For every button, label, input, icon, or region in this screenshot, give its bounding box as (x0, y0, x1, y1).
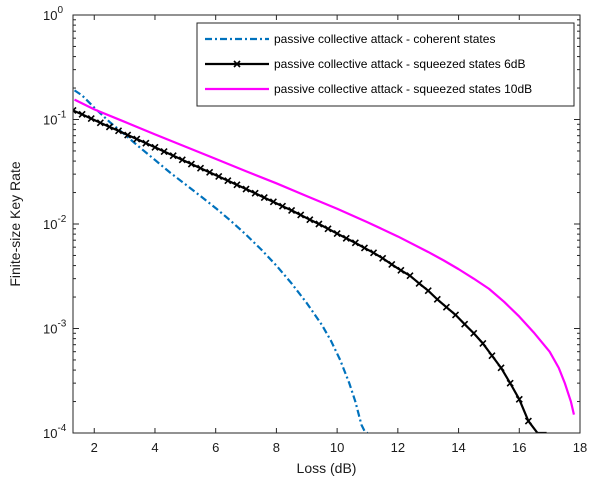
series-2-marker (297, 211, 305, 219)
series-2-marker (133, 135, 141, 143)
series-2-marker (242, 185, 250, 193)
series-2-marker (388, 260, 396, 269)
series-2-marker (488, 352, 496, 360)
y-tick-label: 10-4 (43, 423, 67, 441)
series-2-marker (278, 202, 287, 210)
series-2-marker (169, 152, 177, 160)
series-2-marker (360, 244, 369, 252)
series-2-marker (451, 311, 460, 319)
series-2-marker (424, 287, 432, 295)
series-2-marker (515, 395, 523, 403)
series-2-marker (333, 229, 341, 238)
series-layer (73, 89, 576, 433)
series-2-marker (306, 216, 314, 224)
series-2-marker (442, 303, 450, 311)
x-tick-label: 18 (573, 440, 587, 455)
series-2-marker (206, 168, 214, 176)
legend-label-1: passive collective attack - coherent sta… (274, 32, 495, 46)
x-axis-label: Loss (dB) (297, 460, 357, 476)
y-tick-label: 10-2 (43, 214, 67, 232)
y-axis-label: Finite-size Key Rate (7, 161, 23, 286)
series-2-marker (324, 225, 332, 233)
series-2-marker (87, 115, 95, 123)
series-2-marker (151, 143, 159, 151)
x-tick-label: 14 (451, 440, 465, 455)
series-2-marker (461, 320, 469, 328)
series-line-3 (74, 98, 576, 415)
x-tick-label: 2 (91, 440, 98, 455)
series-2-marker (160, 147, 168, 156)
legend-marker-2 (233, 60, 241, 68)
series-2-marker (397, 266, 405, 274)
series-2-marker (260, 194, 268, 202)
series-2-marker (142, 139, 150, 147)
series-2-marker (73, 106, 77, 115)
series-2-marker (524, 417, 532, 425)
x-tick-label: 8 (273, 440, 280, 455)
legend-label-2: passive collective attack - squeezed sta… (274, 57, 525, 71)
series-2-marker (178, 156, 186, 164)
x-tick-label: 4 (151, 440, 158, 455)
series-2-marker (96, 119, 104, 127)
tick-layer: 2 4 6 8 10 12 14 16 18 10-4 10-3 10-2 10-1 100 (43, 5, 587, 455)
series-2-marker (78, 110, 86, 118)
series-2-marker (233, 181, 241, 189)
y-tick-label: 10-1 (43, 110, 67, 128)
series-2-marker (406, 272, 414, 280)
series-2-marker (342, 234, 350, 242)
series-2-marker (369, 249, 378, 257)
y-tick-label: 100 (43, 5, 63, 23)
legend-label-3: passive collective attack - squeezed sta… (274, 82, 532, 96)
series-2-marker (433, 295, 441, 303)
series-2-marker (215, 172, 223, 181)
series-2-marker (479, 339, 487, 347)
series-2-marker (269, 198, 277, 206)
x-tick-label: 12 (391, 440, 405, 455)
y-tick-label: 10-3 (43, 319, 67, 337)
legend: passive collective attack - coherent sta… (196, 22, 575, 107)
series-2-marker (251, 189, 259, 197)
series-2-marker (105, 123, 113, 131)
series-2-marker (124, 131, 132, 139)
series-2-marker (470, 329, 478, 337)
series-2-marker (196, 164, 205, 172)
series-2-marker (497, 364, 505, 372)
x-tick-label: 16 (512, 440, 526, 455)
x-tick-label: 6 (212, 440, 219, 455)
series-2-marker (187, 160, 195, 168)
series-2-marker (506, 379, 514, 387)
series-2-marker (288, 206, 296, 214)
x-tick-label: 10 (330, 440, 344, 455)
series-2-marker (224, 177, 232, 185)
series-2-marker (351, 239, 359, 247)
series-2-marker (415, 279, 423, 287)
series-2-marker (315, 220, 323, 228)
series-2-marker (379, 254, 387, 262)
series-2-marker (114, 127, 123, 135)
